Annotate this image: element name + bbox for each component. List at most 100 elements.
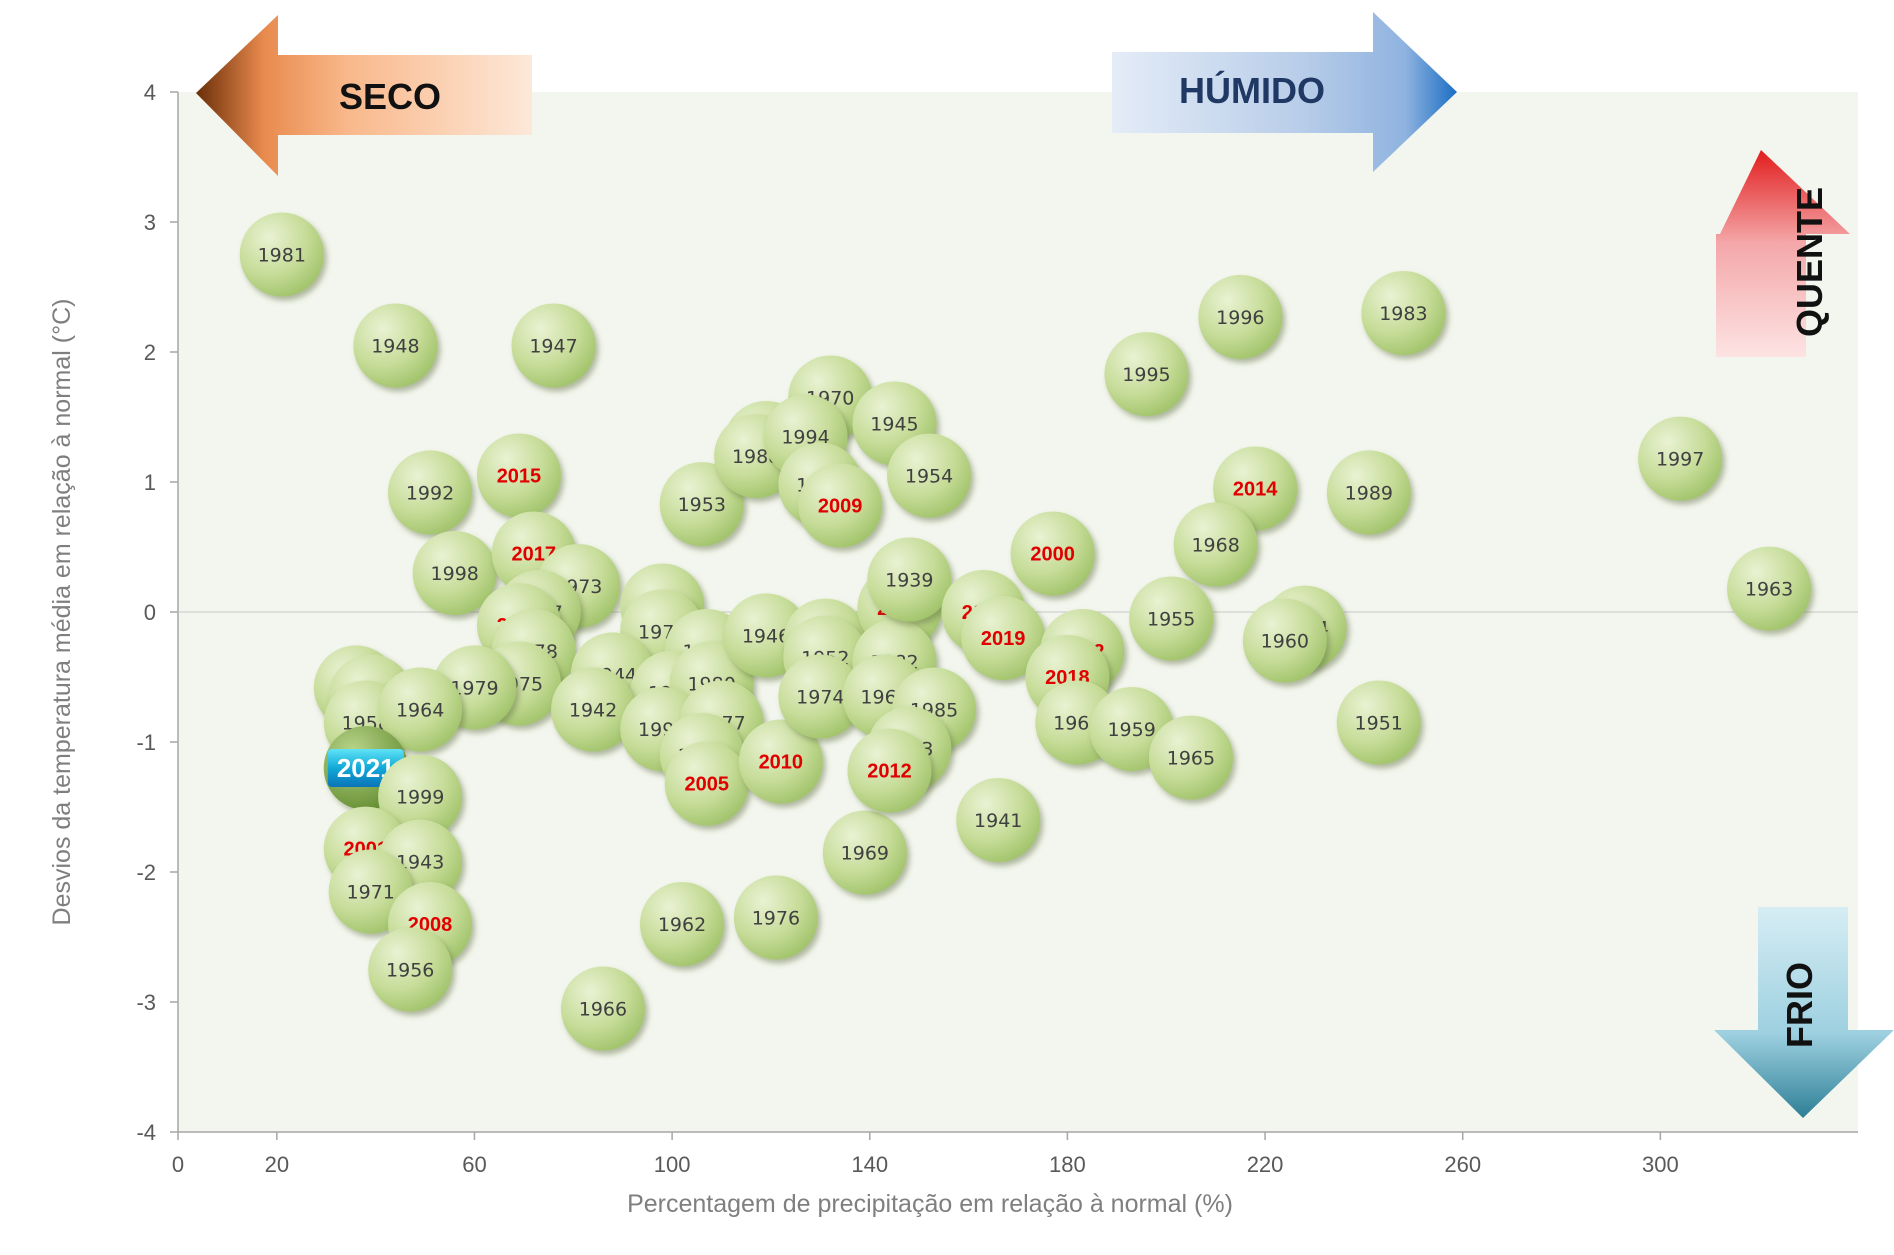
data-point: 1955: [1129, 576, 1214, 661]
point-label: 2014: [1233, 479, 1278, 501]
point-bubble: [560, 966, 645, 1051]
point-label: 1989: [1345, 482, 1393, 504]
data-point: 1992: [388, 450, 472, 535]
y-tick-label: -2: [136, 860, 156, 885]
data-point: 2005: [664, 741, 749, 826]
point-bubble: [412, 531, 497, 615]
point-label: 1953: [678, 494, 726, 516]
point-label: 1956: [386, 960, 434, 982]
point-label: 2009: [818, 495, 863, 517]
point-bubble: [867, 537, 952, 622]
cold-arrow: FRIO: [1714, 907, 1894, 1118]
data-point: 1983: [1361, 271, 1446, 355]
data-point: 1989: [1326, 450, 1411, 535]
cold-arrow-shape: [1714, 907, 1894, 1118]
point-label: 1995: [1122, 364, 1170, 386]
data-point: 2015: [476, 433, 561, 518]
data-point: 2009: [798, 463, 883, 548]
point-bubble: [1104, 332, 1189, 417]
point-label: 1999: [396, 787, 444, 809]
y-tick-label: 2: [144, 340, 156, 365]
point-bubble: [1198, 274, 1283, 359]
data-point: 1942: [551, 667, 636, 752]
point-bubble: [1361, 271, 1446, 355]
y-tick-label: -1: [136, 730, 156, 755]
data-point: 1999: [378, 754, 463, 839]
data-point: 1996: [1198, 274, 1283, 359]
point-label: 2012: [867, 761, 912, 783]
point-bubble: [1326, 450, 1411, 535]
point-label: 1966: [579, 999, 627, 1021]
point-bubble: [1638, 416, 1723, 501]
data-point: 1965: [1148, 715, 1233, 800]
point-bubble: [353, 303, 438, 388]
y-tick-label: 1: [144, 470, 156, 495]
hot-label: QUENTE: [1789, 187, 1830, 337]
data-point: 1963: [1727, 546, 1812, 631]
point-label: 1964: [396, 700, 444, 722]
point-label: 1974: [796, 687, 844, 709]
point-bubble: [239, 212, 324, 297]
point-bubble: [961, 596, 1046, 680]
x-tick-label: 300: [1642, 1152, 1679, 1177]
point-label: 1981: [258, 245, 306, 267]
cold-label: FRIO: [1779, 962, 1820, 1048]
point-bubble: [847, 728, 932, 813]
point-bubble: [640, 882, 724, 966]
point-label: 1998: [431, 563, 479, 585]
point-bubble: [822, 810, 907, 895]
point-bubble: [476, 433, 561, 518]
wet-arrow: HÚMIDO: [1112, 12, 1457, 172]
data-point: 1960: [1242, 598, 1327, 683]
point-bubble: [1173, 502, 1258, 587]
y-tick-label: -4: [136, 1120, 156, 1145]
point-label: 2017: [512, 544, 557, 566]
point-bubble: [1727, 546, 1812, 631]
point-label: 1945: [870, 414, 918, 436]
data-point: 1998: [412, 531, 497, 615]
point-bubble: [659, 462, 744, 547]
point-bubble: [378, 754, 463, 839]
hot-arrow-shape: [1716, 150, 1850, 357]
data-point: 1951: [1336, 680, 1421, 765]
point-bubble: [1129, 576, 1214, 661]
data-point: 1976: [733, 875, 818, 960]
data-point: 1954: [887, 433, 972, 518]
point-label: 1955: [1147, 609, 1195, 631]
y-tick-label: -3: [136, 990, 156, 1015]
point-label: 1971: [347, 882, 395, 904]
point-label: 1992: [406, 482, 454, 504]
dry-arrow-shape: [196, 15, 532, 176]
point-bubble: [956, 778, 1041, 862]
data-point: 1964: [378, 667, 463, 752]
point-label: 1997: [1656, 449, 1704, 471]
data-point: 1948: [353, 303, 438, 388]
data-point: 1995: [1104, 332, 1189, 417]
data-point: 1941: [956, 778, 1041, 862]
point-label: 1976: [752, 908, 800, 930]
point-label: 1962: [658, 914, 706, 936]
point-bubble: [511, 303, 596, 388]
point-label: 1947: [529, 336, 577, 358]
data-point: 1939: [867, 537, 952, 622]
point-bubble: [664, 741, 749, 826]
point-label: 1939: [885, 570, 933, 592]
point-bubble: [738, 719, 823, 804]
data-points: 1981194819471992201519982017197319872007…: [239, 212, 1812, 1051]
point-label: 2015: [497, 466, 542, 488]
x-tick-label: 140: [851, 1152, 888, 1177]
point-label: 1979: [450, 677, 498, 699]
x-tick-label: 260: [1444, 1152, 1481, 1177]
point-bubble: [378, 667, 463, 752]
point-label: 1960: [1261, 631, 1309, 653]
point-label: 2000: [1030, 544, 1075, 566]
y-tick-label: 4: [144, 80, 156, 105]
data-point: 1956: [368, 927, 453, 1012]
point-bubble: [551, 667, 636, 752]
point-bubble: [1010, 511, 1095, 596]
hot-arrow: QUENTE: [1716, 150, 1850, 357]
dry-arrow: SECO: [196, 15, 532, 176]
point-bubble: [388, 450, 472, 535]
data-point: 1947: [511, 303, 596, 388]
data-point: 2000: [1010, 511, 1095, 596]
